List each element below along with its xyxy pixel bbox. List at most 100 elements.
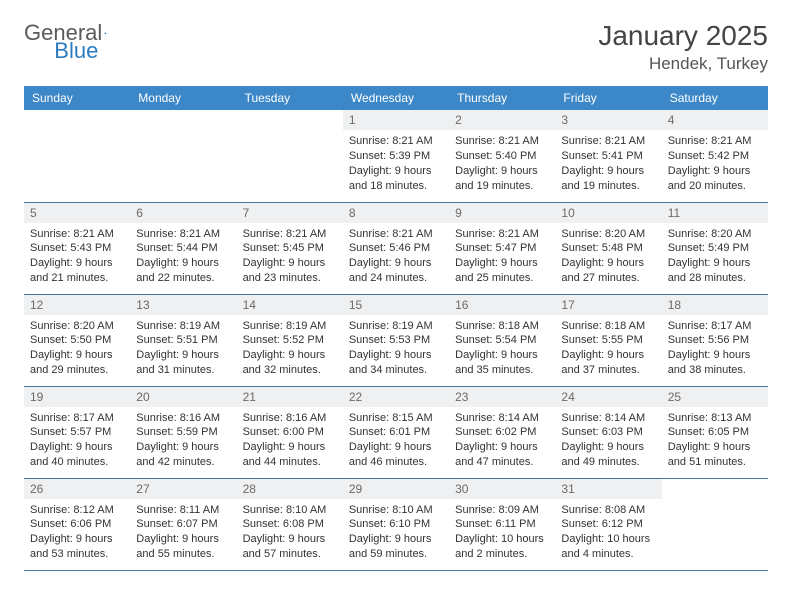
calendar-cell: 21Sunrise: 8:16 AMSunset: 6:00 PMDayligh… xyxy=(237,386,343,478)
weekday-header: Friday xyxy=(555,86,661,110)
calendar-cell: 8Sunrise: 8:21 AMSunset: 5:46 PMDaylight… xyxy=(343,202,449,294)
day-details: Sunrise: 8:21 AMSunset: 5:39 PMDaylight:… xyxy=(343,130,449,199)
header: General Blue January 2025 Hendek, Turkey xyxy=(24,20,768,74)
day-number: 17 xyxy=(555,295,661,315)
day-number: 29 xyxy=(343,479,449,499)
day-number: 30 xyxy=(449,479,555,499)
day-number: 18 xyxy=(662,295,768,315)
calendar-cell: 20Sunrise: 8:16 AMSunset: 5:59 PMDayligh… xyxy=(130,386,236,478)
calendar-cell: 31Sunrise: 8:08 AMSunset: 6:12 PMDayligh… xyxy=(555,478,661,570)
calendar-cell: 14Sunrise: 8:19 AMSunset: 5:52 PMDayligh… xyxy=(237,294,343,386)
day-details: Sunrise: 8:12 AMSunset: 6:06 PMDaylight:… xyxy=(24,499,130,568)
calendar-week-row: 19Sunrise: 8:17 AMSunset: 5:57 PMDayligh… xyxy=(24,386,768,478)
day-number: 7 xyxy=(237,203,343,223)
calendar-week-row: ······1Sunrise: 8:21 AMSunset: 5:39 PMDa… xyxy=(24,110,768,202)
weekday-header: Saturday xyxy=(662,86,768,110)
day-details: Sunrise: 8:18 AMSunset: 5:55 PMDaylight:… xyxy=(555,315,661,384)
day-details: Sunrise: 8:11 AMSunset: 6:07 PMDaylight:… xyxy=(130,499,236,568)
day-number: 27 xyxy=(130,479,236,499)
day-details: Sunrise: 8:09 AMSunset: 6:11 PMDaylight:… xyxy=(449,499,555,568)
calendar-week-row: 5Sunrise: 8:21 AMSunset: 5:43 PMDaylight… xyxy=(24,202,768,294)
day-details: Sunrise: 8:14 AMSunset: 6:03 PMDaylight:… xyxy=(555,407,661,476)
day-details: Sunrise: 8:16 AMSunset: 6:00 PMDaylight:… xyxy=(237,407,343,476)
calendar-cell: 6Sunrise: 8:21 AMSunset: 5:44 PMDaylight… xyxy=(130,202,236,294)
day-number: 28 xyxy=(237,479,343,499)
calendar-cell: 19Sunrise: 8:17 AMSunset: 5:57 PMDayligh… xyxy=(24,386,130,478)
calendar-cell: 22Sunrise: 8:15 AMSunset: 6:01 PMDayligh… xyxy=(343,386,449,478)
calendar-cell: 13Sunrise: 8:19 AMSunset: 5:51 PMDayligh… xyxy=(130,294,236,386)
weekday-header: Monday xyxy=(130,86,236,110)
day-details: Sunrise: 8:14 AMSunset: 6:02 PMDaylight:… xyxy=(449,407,555,476)
calendar-cell: ·· xyxy=(237,110,343,202)
day-number: 23 xyxy=(449,387,555,407)
day-details: Sunrise: 8:19 AMSunset: 5:52 PMDaylight:… xyxy=(237,315,343,384)
calendar-cell: 28Sunrise: 8:10 AMSunset: 6:08 PMDayligh… xyxy=(237,478,343,570)
day-details: Sunrise: 8:20 AMSunset: 5:50 PMDaylight:… xyxy=(24,315,130,384)
day-details: Sunrise: 8:21 AMSunset: 5:44 PMDaylight:… xyxy=(130,223,236,292)
day-details: Sunrise: 8:08 AMSunset: 6:12 PMDaylight:… xyxy=(555,499,661,568)
day-number: 15 xyxy=(343,295,449,315)
day-details: Sunrise: 8:19 AMSunset: 5:51 PMDaylight:… xyxy=(130,315,236,384)
calendar-cell: 26Sunrise: 8:12 AMSunset: 6:06 PMDayligh… xyxy=(24,478,130,570)
day-details: Sunrise: 8:21 AMSunset: 5:45 PMDaylight:… xyxy=(237,223,343,292)
weekday-header: Sunday xyxy=(24,86,130,110)
calendar-cell: 27Sunrise: 8:11 AMSunset: 6:07 PMDayligh… xyxy=(130,478,236,570)
day-number: 11 xyxy=(662,203,768,223)
day-number: 25 xyxy=(662,387,768,407)
day-details: Sunrise: 8:20 AMSunset: 5:48 PMDaylight:… xyxy=(555,223,661,292)
day-number: 26 xyxy=(24,479,130,499)
calendar-cell: 24Sunrise: 8:14 AMSunset: 6:03 PMDayligh… xyxy=(555,386,661,478)
calendar-cell: 2Sunrise: 8:21 AMSunset: 5:40 PMDaylight… xyxy=(449,110,555,202)
sail-icon xyxy=(104,23,107,43)
calendar-cell: 25Sunrise: 8:13 AMSunset: 6:05 PMDayligh… xyxy=(662,386,768,478)
day-number: 16 xyxy=(449,295,555,315)
weekday-header: Thursday xyxy=(449,86,555,110)
day-number: 4 xyxy=(662,110,768,130)
day-number: 5 xyxy=(24,203,130,223)
day-details: Sunrise: 8:10 AMSunset: 6:08 PMDaylight:… xyxy=(237,499,343,568)
day-details: Sunrise: 8:13 AMSunset: 6:05 PMDaylight:… xyxy=(662,407,768,476)
day-details: Sunrise: 8:21 AMSunset: 5:43 PMDaylight:… xyxy=(24,223,130,292)
day-details: Sunrise: 8:17 AMSunset: 5:56 PMDaylight:… xyxy=(662,315,768,384)
calendar-cell: 10Sunrise: 8:20 AMSunset: 5:48 PMDayligh… xyxy=(555,202,661,294)
calendar-cell: 1Sunrise: 8:21 AMSunset: 5:39 PMDaylight… xyxy=(343,110,449,202)
calendar-cell: ·· xyxy=(130,110,236,202)
day-number: 8 xyxy=(343,203,449,223)
title-block: January 2025 Hendek, Turkey xyxy=(598,20,768,74)
day-details: Sunrise: 8:17 AMSunset: 5:57 PMDaylight:… xyxy=(24,407,130,476)
day-details: Sunrise: 8:20 AMSunset: 5:49 PMDaylight:… xyxy=(662,223,768,292)
day-number: 3 xyxy=(555,110,661,130)
calendar-week-row: 12Sunrise: 8:20 AMSunset: 5:50 PMDayligh… xyxy=(24,294,768,386)
day-number: 13 xyxy=(130,295,236,315)
brand-logo: General Blue xyxy=(24,20,174,46)
day-number: 14 xyxy=(237,295,343,315)
calendar-cell: 4Sunrise: 8:21 AMSunset: 5:42 PMDaylight… xyxy=(662,110,768,202)
day-number: 6 xyxy=(130,203,236,223)
location: Hendek, Turkey xyxy=(598,54,768,74)
calendar-cell: 11Sunrise: 8:20 AMSunset: 5:49 PMDayligh… xyxy=(662,202,768,294)
day-number: 24 xyxy=(555,387,661,407)
day-number: 20 xyxy=(130,387,236,407)
calendar-cell: 16Sunrise: 8:18 AMSunset: 5:54 PMDayligh… xyxy=(449,294,555,386)
day-number: 22 xyxy=(343,387,449,407)
calendar-cell: 5Sunrise: 8:21 AMSunset: 5:43 PMDaylight… xyxy=(24,202,130,294)
calendar-cell: 7Sunrise: 8:21 AMSunset: 5:45 PMDaylight… xyxy=(237,202,343,294)
calendar-cell: 3Sunrise: 8:21 AMSunset: 5:41 PMDaylight… xyxy=(555,110,661,202)
calendar-cell: 30Sunrise: 8:09 AMSunset: 6:11 PMDayligh… xyxy=(449,478,555,570)
calendar-cell: 15Sunrise: 8:19 AMSunset: 5:53 PMDayligh… xyxy=(343,294,449,386)
calendar-table: SundayMondayTuesdayWednesdayThursdayFrid… xyxy=(24,86,768,571)
day-number: 19 xyxy=(24,387,130,407)
day-number: 10 xyxy=(555,203,661,223)
calendar-cell: 17Sunrise: 8:18 AMSunset: 5:55 PMDayligh… xyxy=(555,294,661,386)
day-number: 21 xyxy=(237,387,343,407)
day-details: Sunrise: 8:21 AMSunset: 5:47 PMDaylight:… xyxy=(449,223,555,292)
day-number: 9 xyxy=(449,203,555,223)
calendar-cell: 12Sunrise: 8:20 AMSunset: 5:50 PMDayligh… xyxy=(24,294,130,386)
day-details: Sunrise: 8:21 AMSunset: 5:41 PMDaylight:… xyxy=(555,130,661,199)
day-details: Sunrise: 8:10 AMSunset: 6:10 PMDaylight:… xyxy=(343,499,449,568)
calendar-cell: 29Sunrise: 8:10 AMSunset: 6:10 PMDayligh… xyxy=(343,478,449,570)
calendar-cell: 23Sunrise: 8:14 AMSunset: 6:02 PMDayligh… xyxy=(449,386,555,478)
day-number: 2 xyxy=(449,110,555,130)
calendar-week-row: 26Sunrise: 8:12 AMSunset: 6:06 PMDayligh… xyxy=(24,478,768,570)
day-number: 31 xyxy=(555,479,661,499)
